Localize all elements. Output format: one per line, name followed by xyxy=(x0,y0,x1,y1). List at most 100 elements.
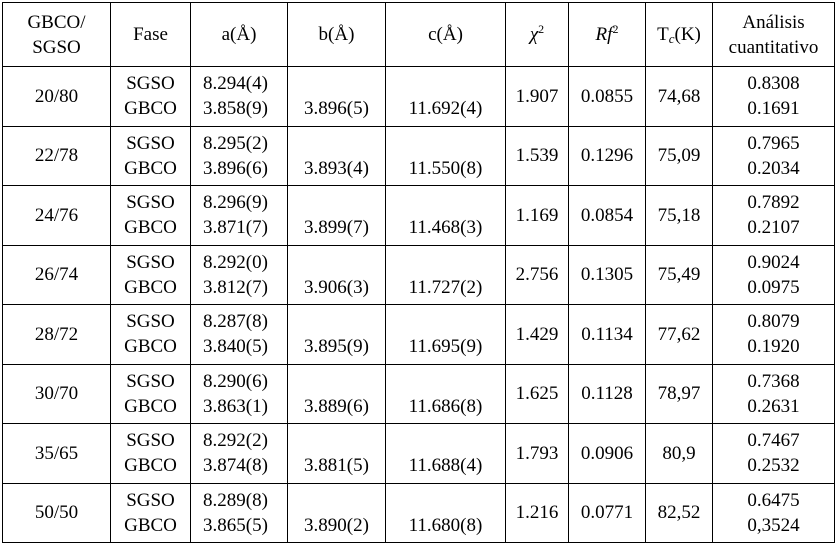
sample: 24/76 xyxy=(34,204,79,226)
rf2-cell: 0.0906 xyxy=(568,423,646,484)
phases-line: SGSO xyxy=(126,430,175,452)
a-line: 8.296(9) xyxy=(203,192,268,214)
tc-cell: 74,68 xyxy=(645,66,713,127)
chi2-cell: 1.169 xyxy=(505,185,569,246)
table-row: 30/70 SGSO GBCO 8.290(6) 3.863(1) 3.889(6) 11.… xyxy=(2,363,835,424)
table-row: 28/72 SGSO GBCO 8.287(8) 3.840(5) 3.895(9) 11.… xyxy=(2,304,835,365)
sample: 30/70 xyxy=(34,383,79,405)
c: 11.695(9) xyxy=(408,336,483,358)
spacer xyxy=(288,190,385,215)
header-cell: b(Å) xyxy=(287,2,386,67)
spacer xyxy=(288,71,385,96)
a-line: 3.871(7) xyxy=(203,217,268,239)
phases-line: GBCO xyxy=(124,157,177,179)
phases-cell: SGSO GBCO xyxy=(110,304,191,365)
rf2-cell: 0.0771 xyxy=(568,482,646,543)
quant-line: 0.7368 xyxy=(747,370,800,392)
c-cell: 11.468(3) xyxy=(385,185,506,246)
quant-cell: 0.7467 0.2532 xyxy=(712,423,835,484)
c-cell: 11.550(8) xyxy=(385,125,506,186)
quant-line: 0.0975 xyxy=(747,276,800,298)
tc: 78,97 xyxy=(657,383,701,405)
quant-line: 0.2532 xyxy=(747,455,800,477)
tc: 77,62 xyxy=(657,323,701,345)
a-line: 8.289(8) xyxy=(203,489,268,511)
b: 3.881(5) xyxy=(304,455,369,477)
header-cell: c(Å) xyxy=(385,2,506,67)
sample-cell: 26/74 xyxy=(2,244,111,305)
phases-line: GBCO xyxy=(124,395,177,417)
phases-line: GBCO xyxy=(124,98,177,120)
phases-line: SGSO xyxy=(126,489,175,511)
header-cell: Tc(K) xyxy=(645,2,713,67)
sample-cell: 20/80 xyxy=(2,66,111,127)
spacer xyxy=(386,131,505,156)
table-row: 26/74 SGSO GBCO 8.292(0) 3.812(7) 3.906(3) 11.… xyxy=(2,244,835,305)
a-line: 8.294(4) xyxy=(203,73,268,95)
chi2: 1.907 xyxy=(515,85,559,107)
c-cell: 11.692(4) xyxy=(385,66,506,127)
quant-line: 0,3524 xyxy=(747,514,800,536)
rf2-cell: 0.0854 xyxy=(568,185,646,246)
spacer xyxy=(288,250,385,275)
quant-line: 0.9024 xyxy=(747,251,800,273)
b-cell: 3.895(9) xyxy=(287,304,386,365)
tc: 82,52 xyxy=(657,502,701,524)
rf2-cell: 0.1305 xyxy=(568,244,646,305)
table-row: 35/65 SGSO GBCO 8.292(2) 3.874(8) 3.881(5) 11.… xyxy=(2,423,835,484)
phases-line: SGSO xyxy=(126,73,175,95)
phases-line: SGSO xyxy=(126,192,175,214)
header-cell: GBCO/SGSO xyxy=(2,2,111,67)
header-text: b(Å) xyxy=(318,24,355,45)
phases-line: GBCO xyxy=(124,276,177,298)
quant-cell: 0.7965 0.2034 xyxy=(712,125,835,186)
c: 11.680(8) xyxy=(408,514,483,536)
b: 3.895(9) xyxy=(304,336,369,358)
quant-cell: 0.9024 0.0975 xyxy=(712,244,835,305)
tc-cell: 82,52 xyxy=(645,482,713,543)
spacer xyxy=(386,250,505,275)
phases-line: SGSO xyxy=(126,132,175,154)
a-cell: 8.295(2) 3.896(6) xyxy=(190,125,288,186)
quant-cell: 0.8079 0.1920 xyxy=(712,304,835,365)
sample: 20/80 xyxy=(34,85,79,107)
header-cell: χ2 xyxy=(505,2,569,67)
spacer xyxy=(288,309,385,334)
sample: 35/65 xyxy=(34,442,79,464)
chi2-cell: 1.907 xyxy=(505,66,569,127)
b-cell: 3.889(6) xyxy=(287,363,386,424)
a-cell: 8.292(0) 3.812(7) xyxy=(190,244,288,305)
tc-cell: 80,9 xyxy=(645,423,713,484)
chi2-cell: 1.793 xyxy=(505,423,569,484)
rf2: 0.0906 xyxy=(580,442,634,464)
a-line: 8.287(8) xyxy=(203,311,268,333)
a-line: 3.896(6) xyxy=(203,157,268,179)
chi2-cell: 2.756 xyxy=(505,244,569,305)
spacer xyxy=(386,428,505,453)
phases-cell: SGSO GBCO xyxy=(110,125,191,186)
chi2-cell: 1.539 xyxy=(505,125,569,186)
quant-cell: 0.7368 0.2631 xyxy=(712,363,835,424)
a-cell: 8.287(8) 3.840(5) xyxy=(190,304,288,365)
a-line: 3.863(1) xyxy=(203,395,268,417)
c: 11.692(4) xyxy=(408,98,483,120)
c: 11.727(2) xyxy=(408,276,483,298)
chi2: 1.539 xyxy=(515,145,559,167)
header-base: Rf xyxy=(595,24,613,45)
rf2-cell: 0.1128 xyxy=(568,363,646,424)
chi2-cell: 1.625 xyxy=(505,363,569,424)
rf2: 0.1134 xyxy=(581,323,633,345)
tc-cell: 77,62 xyxy=(645,304,713,365)
b: 3.896(5) xyxy=(304,98,369,120)
phases-line: GBCO xyxy=(124,455,177,477)
b: 3.889(6) xyxy=(304,395,369,417)
header-sub: c xyxy=(668,31,675,46)
c-cell: 11.727(2) xyxy=(385,244,506,305)
tc-cell: 75,18 xyxy=(645,185,713,246)
c: 11.468(3) xyxy=(408,217,483,239)
quant-line: 0.6475 xyxy=(747,489,800,511)
quant-line: 0.7467 xyxy=(747,430,800,452)
phases-cell: SGSO GBCO xyxy=(110,482,191,543)
phases-cell: SGSO GBCO xyxy=(110,423,191,484)
header-base: T xyxy=(657,24,669,45)
